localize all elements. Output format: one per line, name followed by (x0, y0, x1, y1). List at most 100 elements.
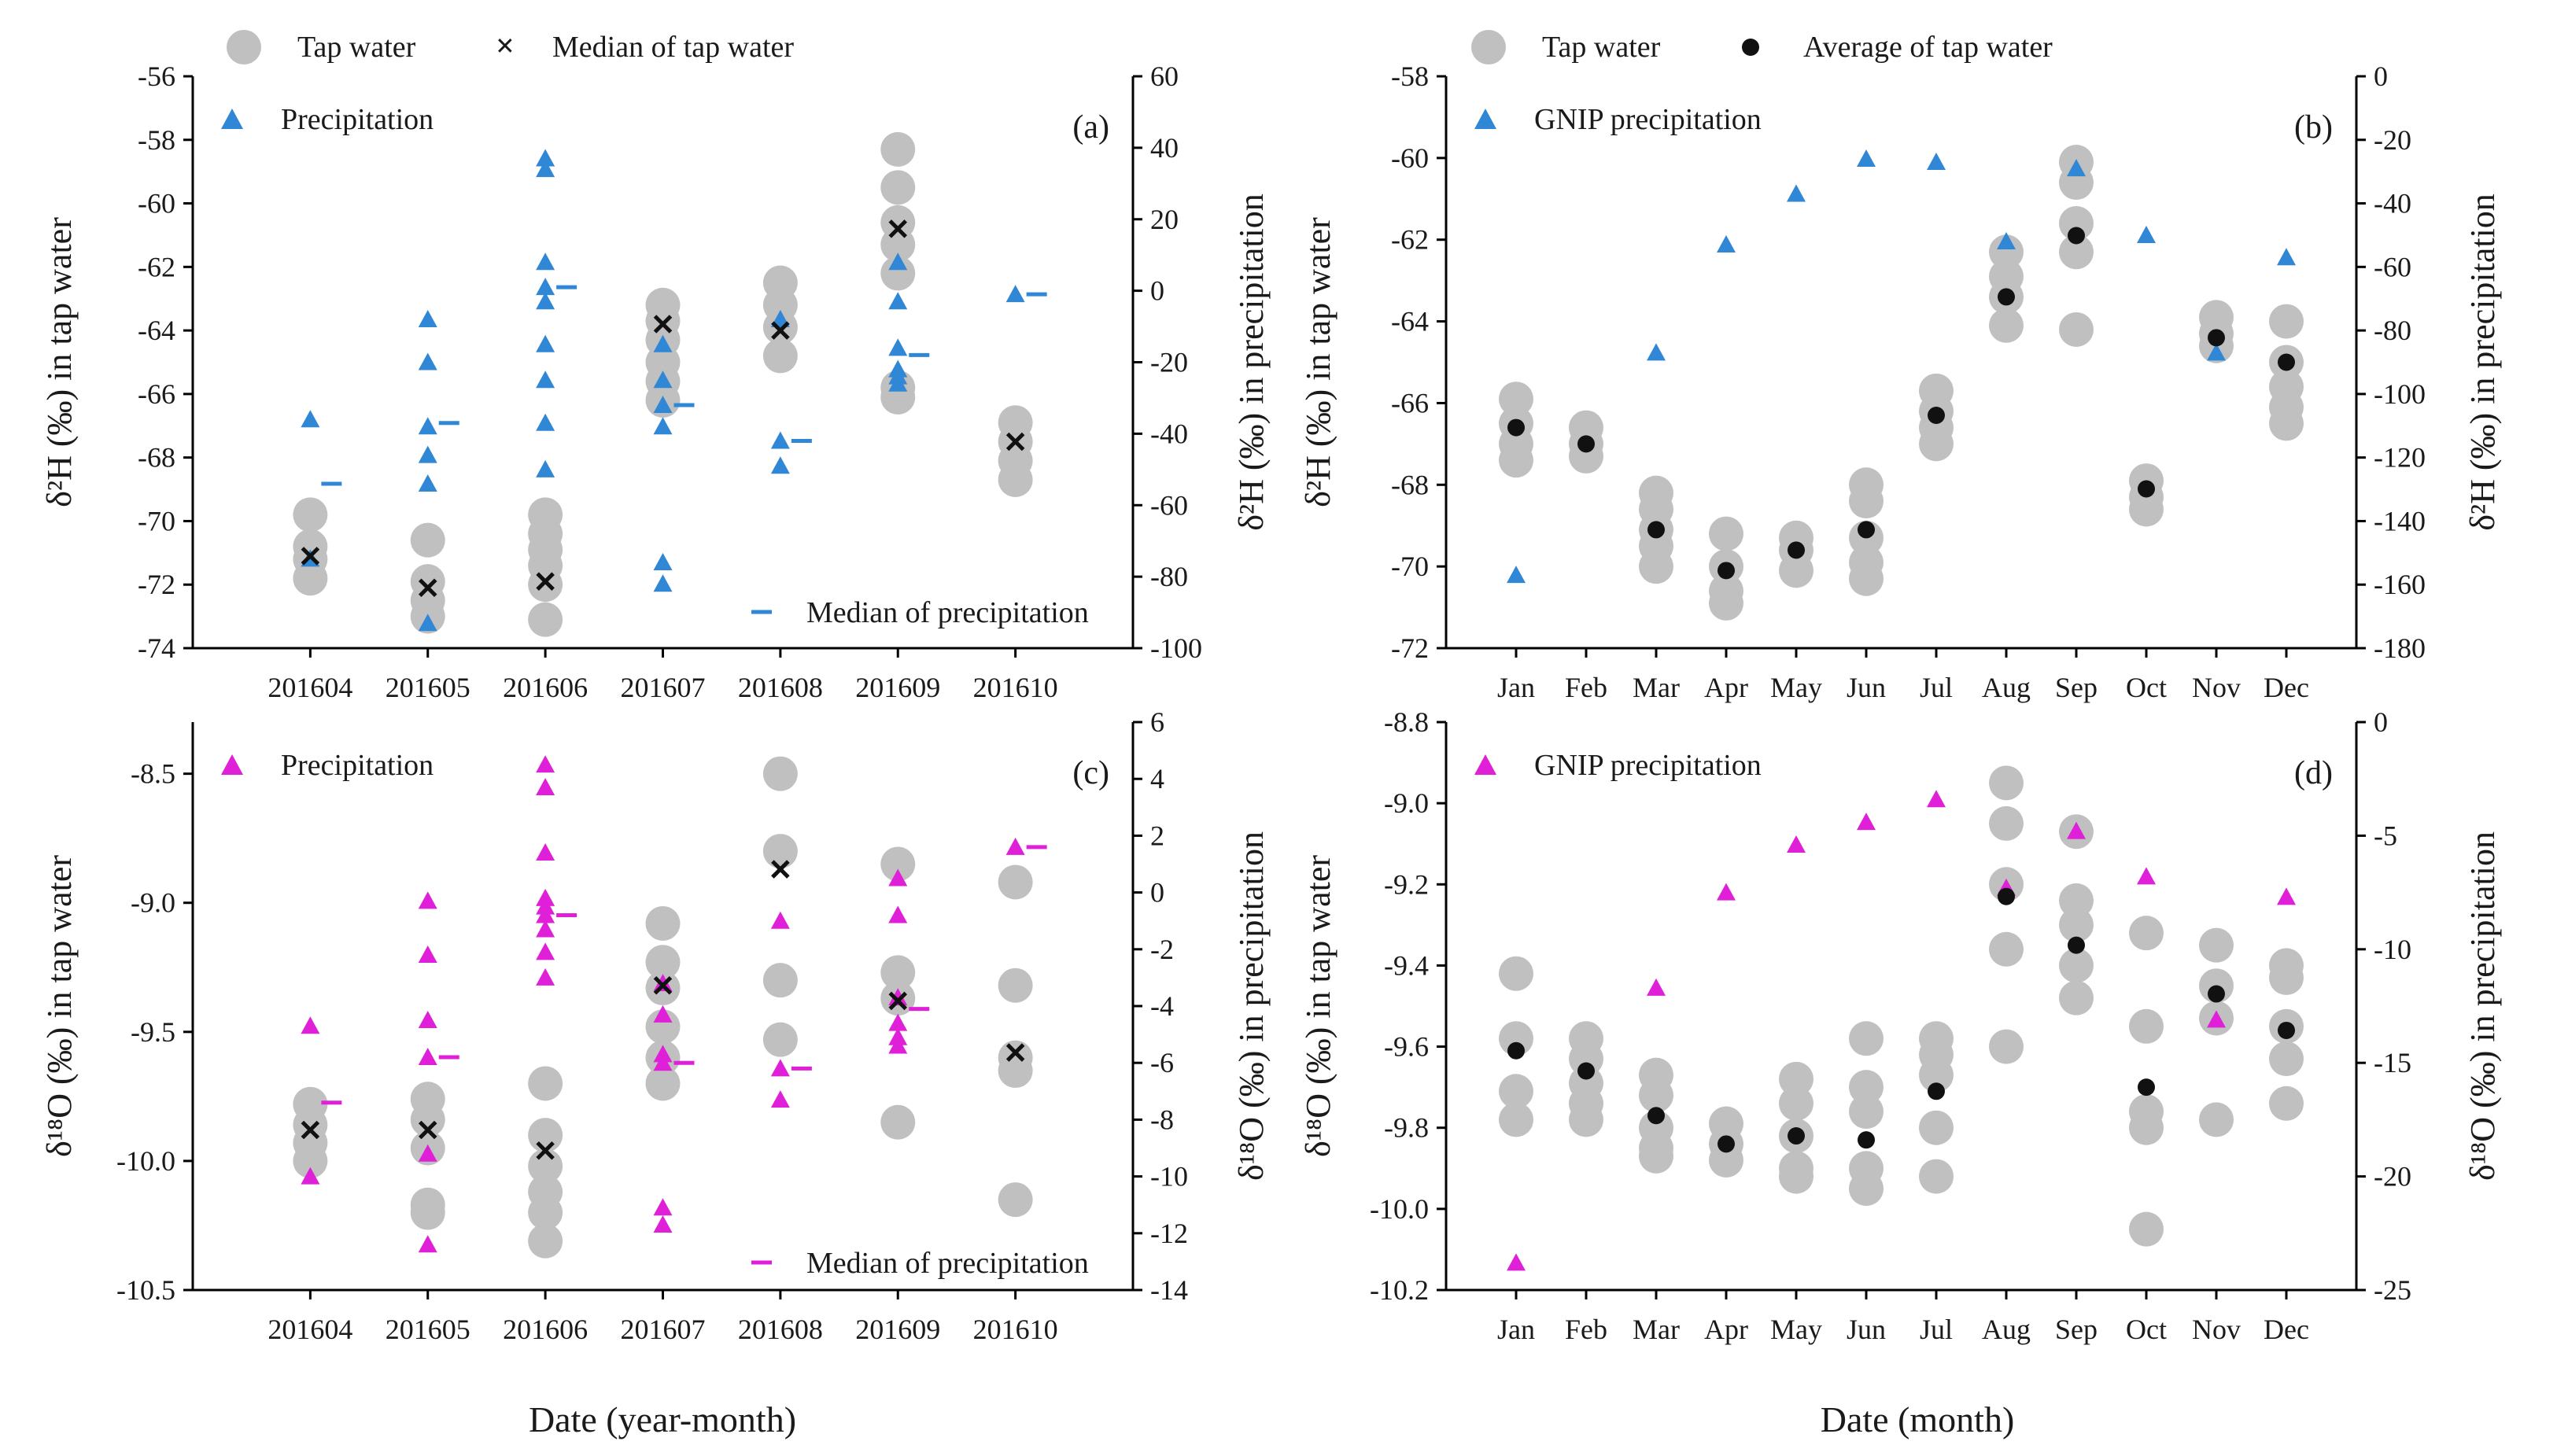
precipitation-point (770, 456, 790, 474)
tap-water-point (762, 756, 798, 791)
x-tick-label: Apr (1704, 1314, 1748, 1345)
y-tick-label-left: -66 (1391, 387, 1429, 418)
precipitation-point (653, 334, 673, 352)
tap-water-point (2199, 1102, 2234, 1137)
tap-water-point (293, 561, 328, 596)
y-tick-label-left: -70 (138, 505, 175, 536)
tap-water-point (2059, 165, 2094, 201)
tap-average-mark (1507, 1041, 1525, 1060)
y-tick-label-right: -20 (2374, 124, 2411, 156)
precipitation-point (536, 942, 555, 960)
precipitation-point (536, 778, 555, 796)
precipitation-point (418, 945, 437, 964)
x-tick-label: Mar (1633, 1314, 1680, 1345)
tap-water-point (645, 1009, 681, 1045)
x-tick-label: Feb (1565, 1314, 1607, 1345)
y-tick-label-left: -58 (138, 124, 175, 156)
legend-precip-marker (221, 754, 243, 775)
precipitation-point (536, 888, 555, 906)
tap-water-point (410, 1102, 445, 1137)
tap-water-point (1779, 1061, 1813, 1097)
y-tick-label-right: -2 (1150, 934, 1174, 965)
precipitation-point (653, 417, 673, 435)
tap-median-mark (653, 975, 673, 995)
precipitation-point (1927, 153, 1946, 171)
x-tick-label: Apr (1704, 672, 1748, 703)
precipitation-point (536, 278, 555, 296)
y-tick-label-right: -12 (1150, 1218, 1188, 1249)
precipitation-point (888, 988, 908, 1006)
tap-water-point (762, 834, 798, 869)
precipitation-point (536, 968, 555, 986)
tap-median-mark (536, 572, 555, 591)
tap-water-point (528, 1066, 563, 1101)
precipitation-point (770, 911, 790, 929)
y-tick-label-left: -9.0 (1384, 787, 1429, 819)
legend-tap-marker (227, 30, 261, 65)
tap-water-point (1499, 1021, 1533, 1056)
precipitation-point (536, 370, 555, 389)
tap-average-mark (2138, 1078, 2155, 1097)
tap-median-mark (888, 991, 908, 1011)
tap-water-point (1919, 1057, 1954, 1093)
precipitation-point (653, 574, 673, 592)
x-tick-label: Oct (2126, 1314, 2167, 1345)
y-tick-label-right: -140 (2374, 505, 2426, 536)
legend-tap-marker-right (1471, 30, 1506, 65)
tap-water-point (1639, 1138, 1673, 1174)
tap-water-point (1919, 1110, 1954, 1145)
y-tick-label-right: -8 (1150, 1104, 1174, 1135)
precipitation-point (418, 474, 437, 492)
y-tick-label-right: -100 (1150, 632, 1202, 664)
tap-water-point (2199, 927, 2234, 963)
precipitation-point (418, 1047, 437, 1065)
precipitation-point (888, 252, 908, 271)
x-tick-label: 201609 (855, 672, 940, 703)
panel-3: -10.5 -10.0 -9.5 -9.0 -8.5 -14 -12 -10 -8 -6 -4 -2 0… (40, 706, 1271, 1345)
y-tick-label-right: -10 (2374, 934, 2411, 965)
y-tick-label-right: -160 (2374, 569, 2426, 600)
legend-median-precip-label: Median of precipitation (806, 596, 1089, 629)
y-tick-label-left: -60 (1391, 142, 1429, 174)
tap-water-point (1849, 561, 1884, 596)
tap-water-point (645, 1066, 681, 1101)
precipitation-point (1507, 566, 1526, 584)
tap-average-mark (1577, 435, 1595, 453)
y-tick-label-right: -25 (2374, 1274, 2411, 1306)
x-axis-title-right: Date (month) (1821, 1399, 2015, 1439)
tap-water-point (1779, 553, 1813, 588)
precipitation-point (301, 1167, 320, 1185)
y-axis-title-left: δ¹⁸O (‰) in tap water (1299, 855, 1338, 1157)
precipitation-point (888, 1027, 908, 1045)
tap-water-point (1919, 426, 1954, 462)
tap-water-point (528, 1195, 563, 1230)
tap-median-mark (301, 547, 320, 566)
legend-precip-marker (221, 109, 243, 129)
y-tick-label-left: -9.6 (1384, 1031, 1429, 1063)
precipitation-point (1647, 978, 1666, 996)
tap-water-point (2269, 1041, 2304, 1077)
tap-water-point (1569, 438, 1603, 474)
tap-water-point (998, 462, 1033, 497)
tap-water-point (645, 905, 681, 941)
tap-water-point (1849, 484, 1884, 519)
y-tick-label-right: -20 (1150, 347, 1188, 378)
tap-average-mark (1647, 1107, 1665, 1125)
tap-water-point (1709, 1142, 1743, 1178)
y-axis-title-right: δ²H (‰) in precipitation (2463, 194, 2502, 531)
precipitation-point (418, 1235, 437, 1253)
tap-water-point (1499, 1102, 1533, 1137)
precipitation-point (770, 1059, 790, 1077)
tap-average-mark (1998, 288, 2015, 306)
tap-median-mark (536, 1141, 555, 1160)
tap-water-point (2129, 1008, 2164, 1044)
tap-water-point (2129, 1110, 2164, 1145)
panel-2: -72 -70 -68 -66 -64 -62 -60 -58 -180 -160 -140 -120… (1299, 61, 2502, 703)
x-tick-label: Jun (1847, 672, 1886, 703)
tap-water-point (293, 497, 328, 533)
tap-average-mark (2278, 353, 2295, 371)
tap-water-point (1849, 1094, 1884, 1130)
tap-water-point (2269, 304, 2304, 339)
tap-median-mark (1005, 1043, 1025, 1062)
